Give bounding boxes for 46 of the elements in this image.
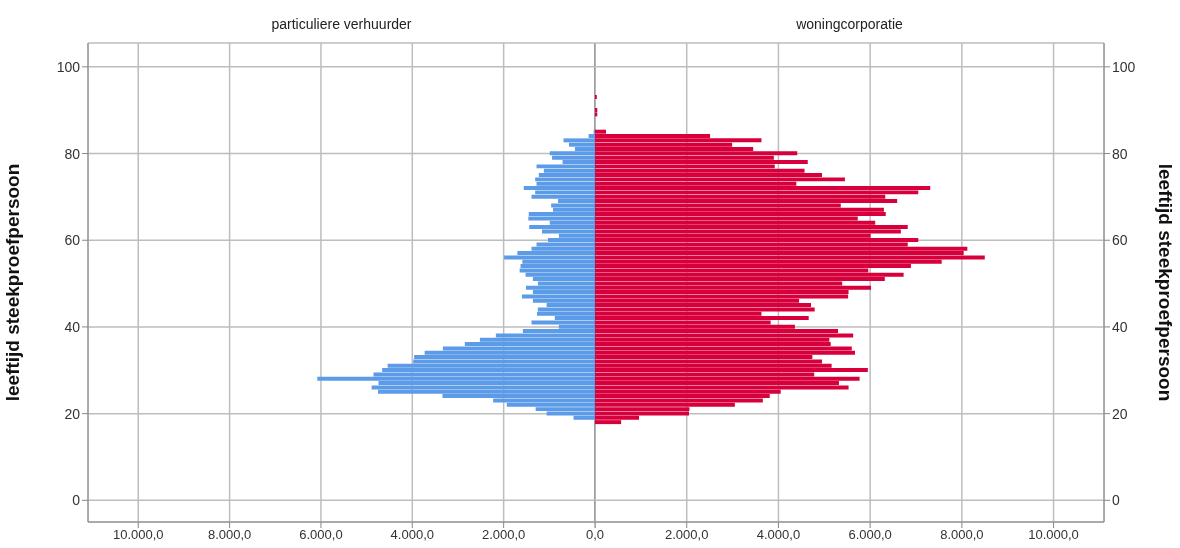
y-tick-label: 100 [56, 58, 81, 75]
bar [528, 216, 595, 221]
y-axis-title: leeftijd steekproefpersoon [1, 163, 23, 402]
y-tick-label: 20 [64, 405, 81, 422]
x-tick-label: 0,0 [585, 527, 605, 543]
chart-title: particuliere verhuurder [270, 16, 413, 32]
y-tick-label: 0 [72, 492, 81, 509]
y-tick-label: 40 [1112, 318, 1128, 335]
x-tick-label: 6.000,0 [848, 527, 892, 543]
x-tick-label: 6.000,0 [299, 527, 343, 543]
bar [519, 268, 595, 273]
bar [528, 212, 595, 217]
bar [531, 194, 595, 199]
y-tick-label: 60 [64, 232, 81, 249]
bar [551, 203, 595, 208]
bar [536, 242, 595, 247]
bar [563, 138, 595, 143]
bar [536, 164, 595, 169]
bar [538, 173, 595, 178]
bar [520, 264, 595, 269]
x-tick-label: 8.000,0 [207, 527, 252, 543]
y-axis-title: leeftijd steekproefpersoon [1155, 163, 1177, 402]
y-tick-label: 100 [1112, 58, 1136, 75]
bar [537, 307, 595, 312]
x-tick-label: 4.000,0 [390, 527, 434, 543]
bar [535, 177, 595, 182]
chart-title: woningcorporatie [795, 16, 904, 32]
bar [549, 151, 595, 156]
bar [521, 294, 595, 299]
y-tick-label: 20 [1112, 405, 1128, 422]
x-tick-label: 10.000,0 [112, 527, 164, 543]
x-tick-label: 10.000,0 [1028, 527, 1079, 543]
y-tick-label: 0 [1112, 492, 1120, 509]
bar [526, 285, 595, 290]
bar [504, 255, 595, 260]
x-tick-label: 4.000,0 [756, 527, 801, 543]
y-tick-label: 40 [64, 318, 81, 335]
x-tick-label: 2.000,0 [481, 527, 526, 543]
x-tick-label: 8.000,0 [940, 527, 984, 543]
x-tick-label: 2.000,0 [665, 527, 709, 543]
bar [529, 225, 595, 230]
y-tick-label: 80 [64, 145, 81, 162]
bar [523, 186, 595, 191]
bar [552, 155, 595, 160]
y-tick-label: 80 [1112, 145, 1128, 162]
y-tick-label: 60 [1112, 232, 1128, 249]
